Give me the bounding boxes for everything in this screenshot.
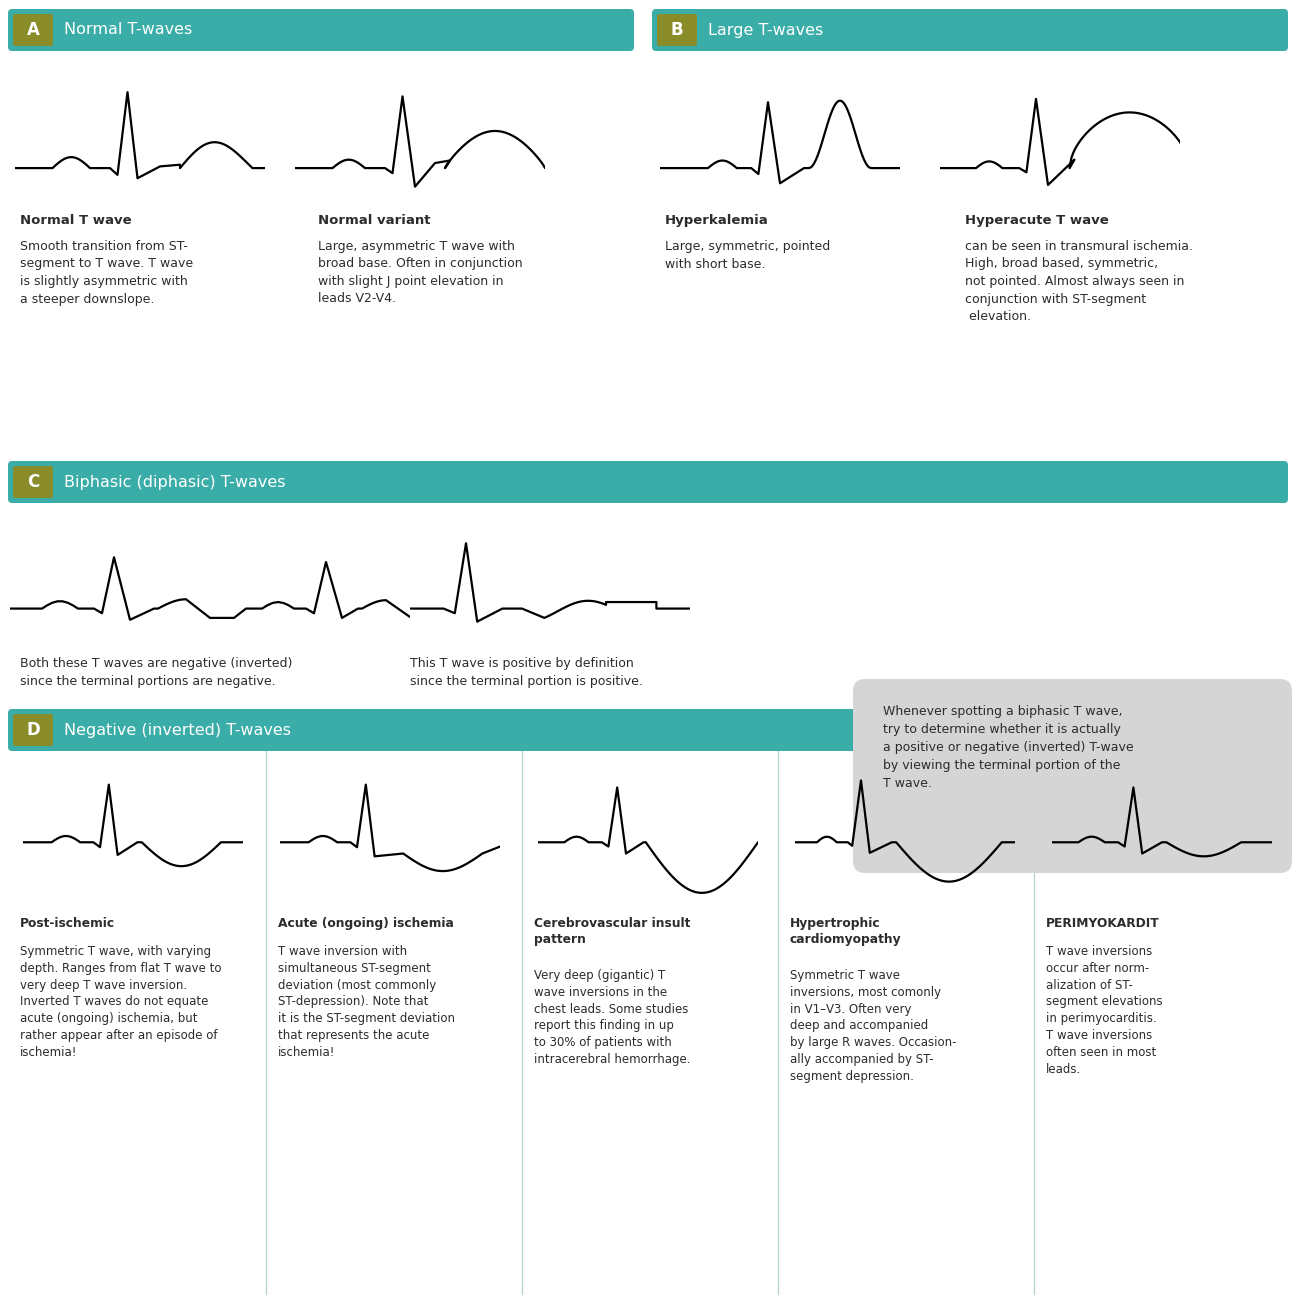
FancyBboxPatch shape [13, 713, 53, 746]
Text: Normal T wave: Normal T wave [20, 213, 131, 226]
FancyBboxPatch shape [13, 466, 53, 497]
Text: This T wave is positive by definition
since the terminal portion is positive.: This T wave is positive by definition si… [410, 657, 644, 687]
Text: C: C [27, 473, 39, 491]
Text: Acute (ongoing) ischemia: Acute (ongoing) ischemia [278, 918, 454, 929]
Text: Hyperkalemia: Hyperkalemia [666, 213, 768, 226]
Text: Large T-waves: Large T-waves [708, 22, 823, 38]
FancyBboxPatch shape [8, 709, 1288, 751]
Text: T wave inversion with
simultaneous ST-segment
deviation (most commonly
ST-depres: T wave inversion with simultaneous ST-se… [278, 945, 455, 1059]
Text: Large, asymmetric T wave with
broad base. Often in conjunction
with slight J poi: Large, asymmetric T wave with broad base… [318, 240, 523, 305]
Text: Symmetric T wave, with varying
depth. Ranges from flat T wave to
very deep T wav: Symmetric T wave, with varying depth. Ra… [20, 945, 221, 1059]
Text: Whenever spotting a biphasic T wave,
try to determine whether it is actually
a p: Whenever spotting a biphasic T wave, try… [883, 706, 1134, 791]
FancyBboxPatch shape [653, 9, 1288, 51]
Text: Hyperacute T wave: Hyperacute T wave [965, 213, 1109, 226]
FancyBboxPatch shape [8, 461, 1288, 503]
Text: Hypertrophic
cardiomyopathy: Hypertrophic cardiomyopathy [790, 918, 902, 946]
Text: B: B [671, 21, 684, 39]
FancyBboxPatch shape [656, 14, 697, 46]
Text: Normal T-waves: Normal T-waves [64, 22, 192, 38]
Text: Negative (inverted) T-waves: Negative (inverted) T-waves [64, 723, 291, 737]
Text: PERIMYOKARDIT: PERIMYOKARDIT [1046, 918, 1160, 929]
Text: D: D [26, 721, 40, 740]
Text: T wave inversions
occur after norm-
alization of ST-
segment elevations
in perim: T wave inversions occur after norm- aliz… [1046, 945, 1162, 1076]
FancyBboxPatch shape [8, 9, 634, 51]
Text: Symmetric T wave
inversions, most comonly
in V1–V3. Often very
deep and accompan: Symmetric T wave inversions, most comonl… [790, 969, 957, 1083]
Text: Biphasic (diphasic) T-waves: Biphasic (diphasic) T-waves [64, 474, 286, 490]
Text: Normal variant: Normal variant [318, 213, 430, 226]
FancyBboxPatch shape [853, 679, 1292, 873]
Text: can be seen in transmural ischemia.
High, broad based, symmetric,
not pointed. A: can be seen in transmural ischemia. High… [965, 240, 1193, 323]
Text: Post-ischemic: Post-ischemic [20, 918, 116, 929]
Text: Both these T waves are negative (inverted)
since the terminal portions are negat: Both these T waves are negative (inverte… [20, 657, 292, 687]
FancyBboxPatch shape [13, 14, 53, 46]
Text: A: A [26, 21, 39, 39]
Text: Smooth transition from ST-
segment to T wave. T wave
is slightly asymmetric with: Smooth transition from ST- segment to T … [20, 240, 194, 305]
Text: Large, symmetric, pointed
with short base.: Large, symmetric, pointed with short bas… [666, 240, 831, 271]
Text: Very deep (gigantic) T
wave inversions in the
chest leads. Some studies
report t: Very deep (gigantic) T wave inversions i… [534, 969, 690, 1066]
Text: Cerebrovascular insult
pattern: Cerebrovascular insult pattern [534, 918, 690, 946]
